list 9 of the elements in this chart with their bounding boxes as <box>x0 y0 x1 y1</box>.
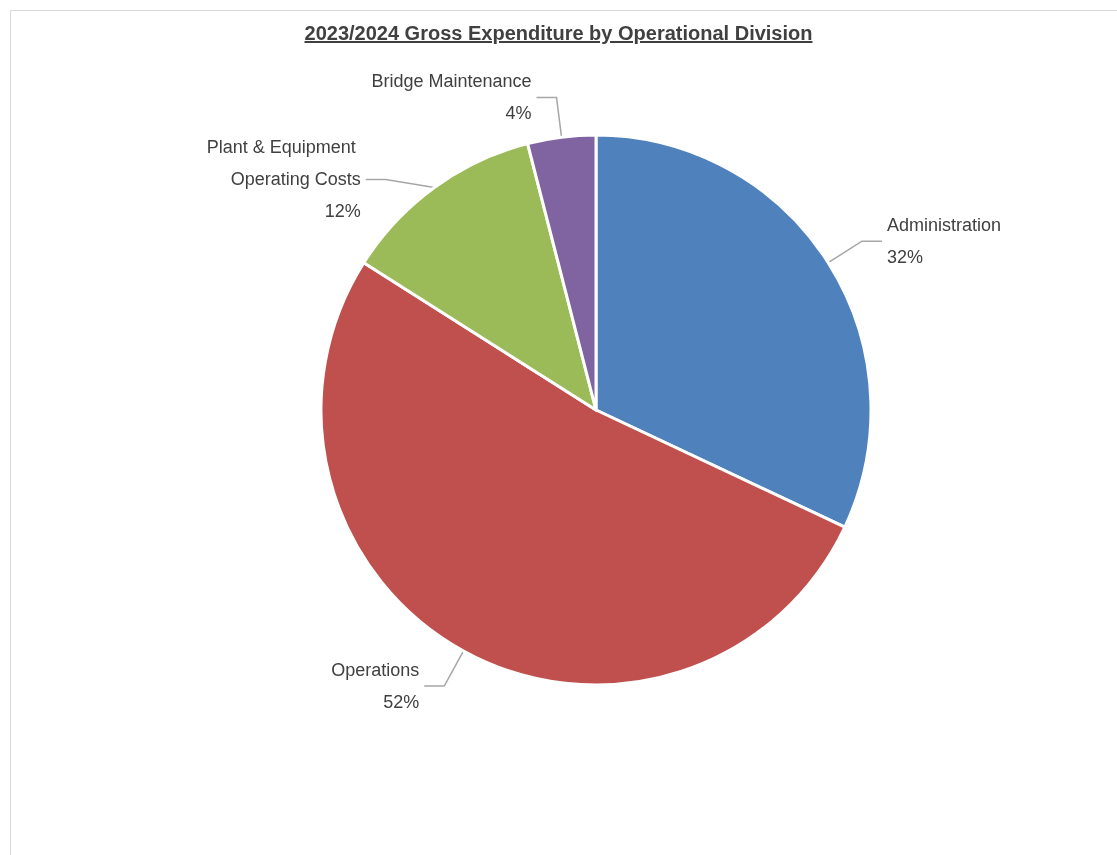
chart-title: 2023/2024 Gross Expenditure by Operational Division <box>303 22 814 45</box>
slice-label: Bridge Maintenance <box>371 71 532 92</box>
slice-label: Operations <box>331 660 420 681</box>
slice-label: Plant & Equipment Operating Costs <box>206 137 361 190</box>
data-label: 32% <box>886 247 923 268</box>
data-label: 52% <box>383 692 420 713</box>
data-label: 4% <box>505 103 532 124</box>
data-label: 12% <box>324 201 361 222</box>
slice-label: Administration <box>886 215 1002 236</box>
